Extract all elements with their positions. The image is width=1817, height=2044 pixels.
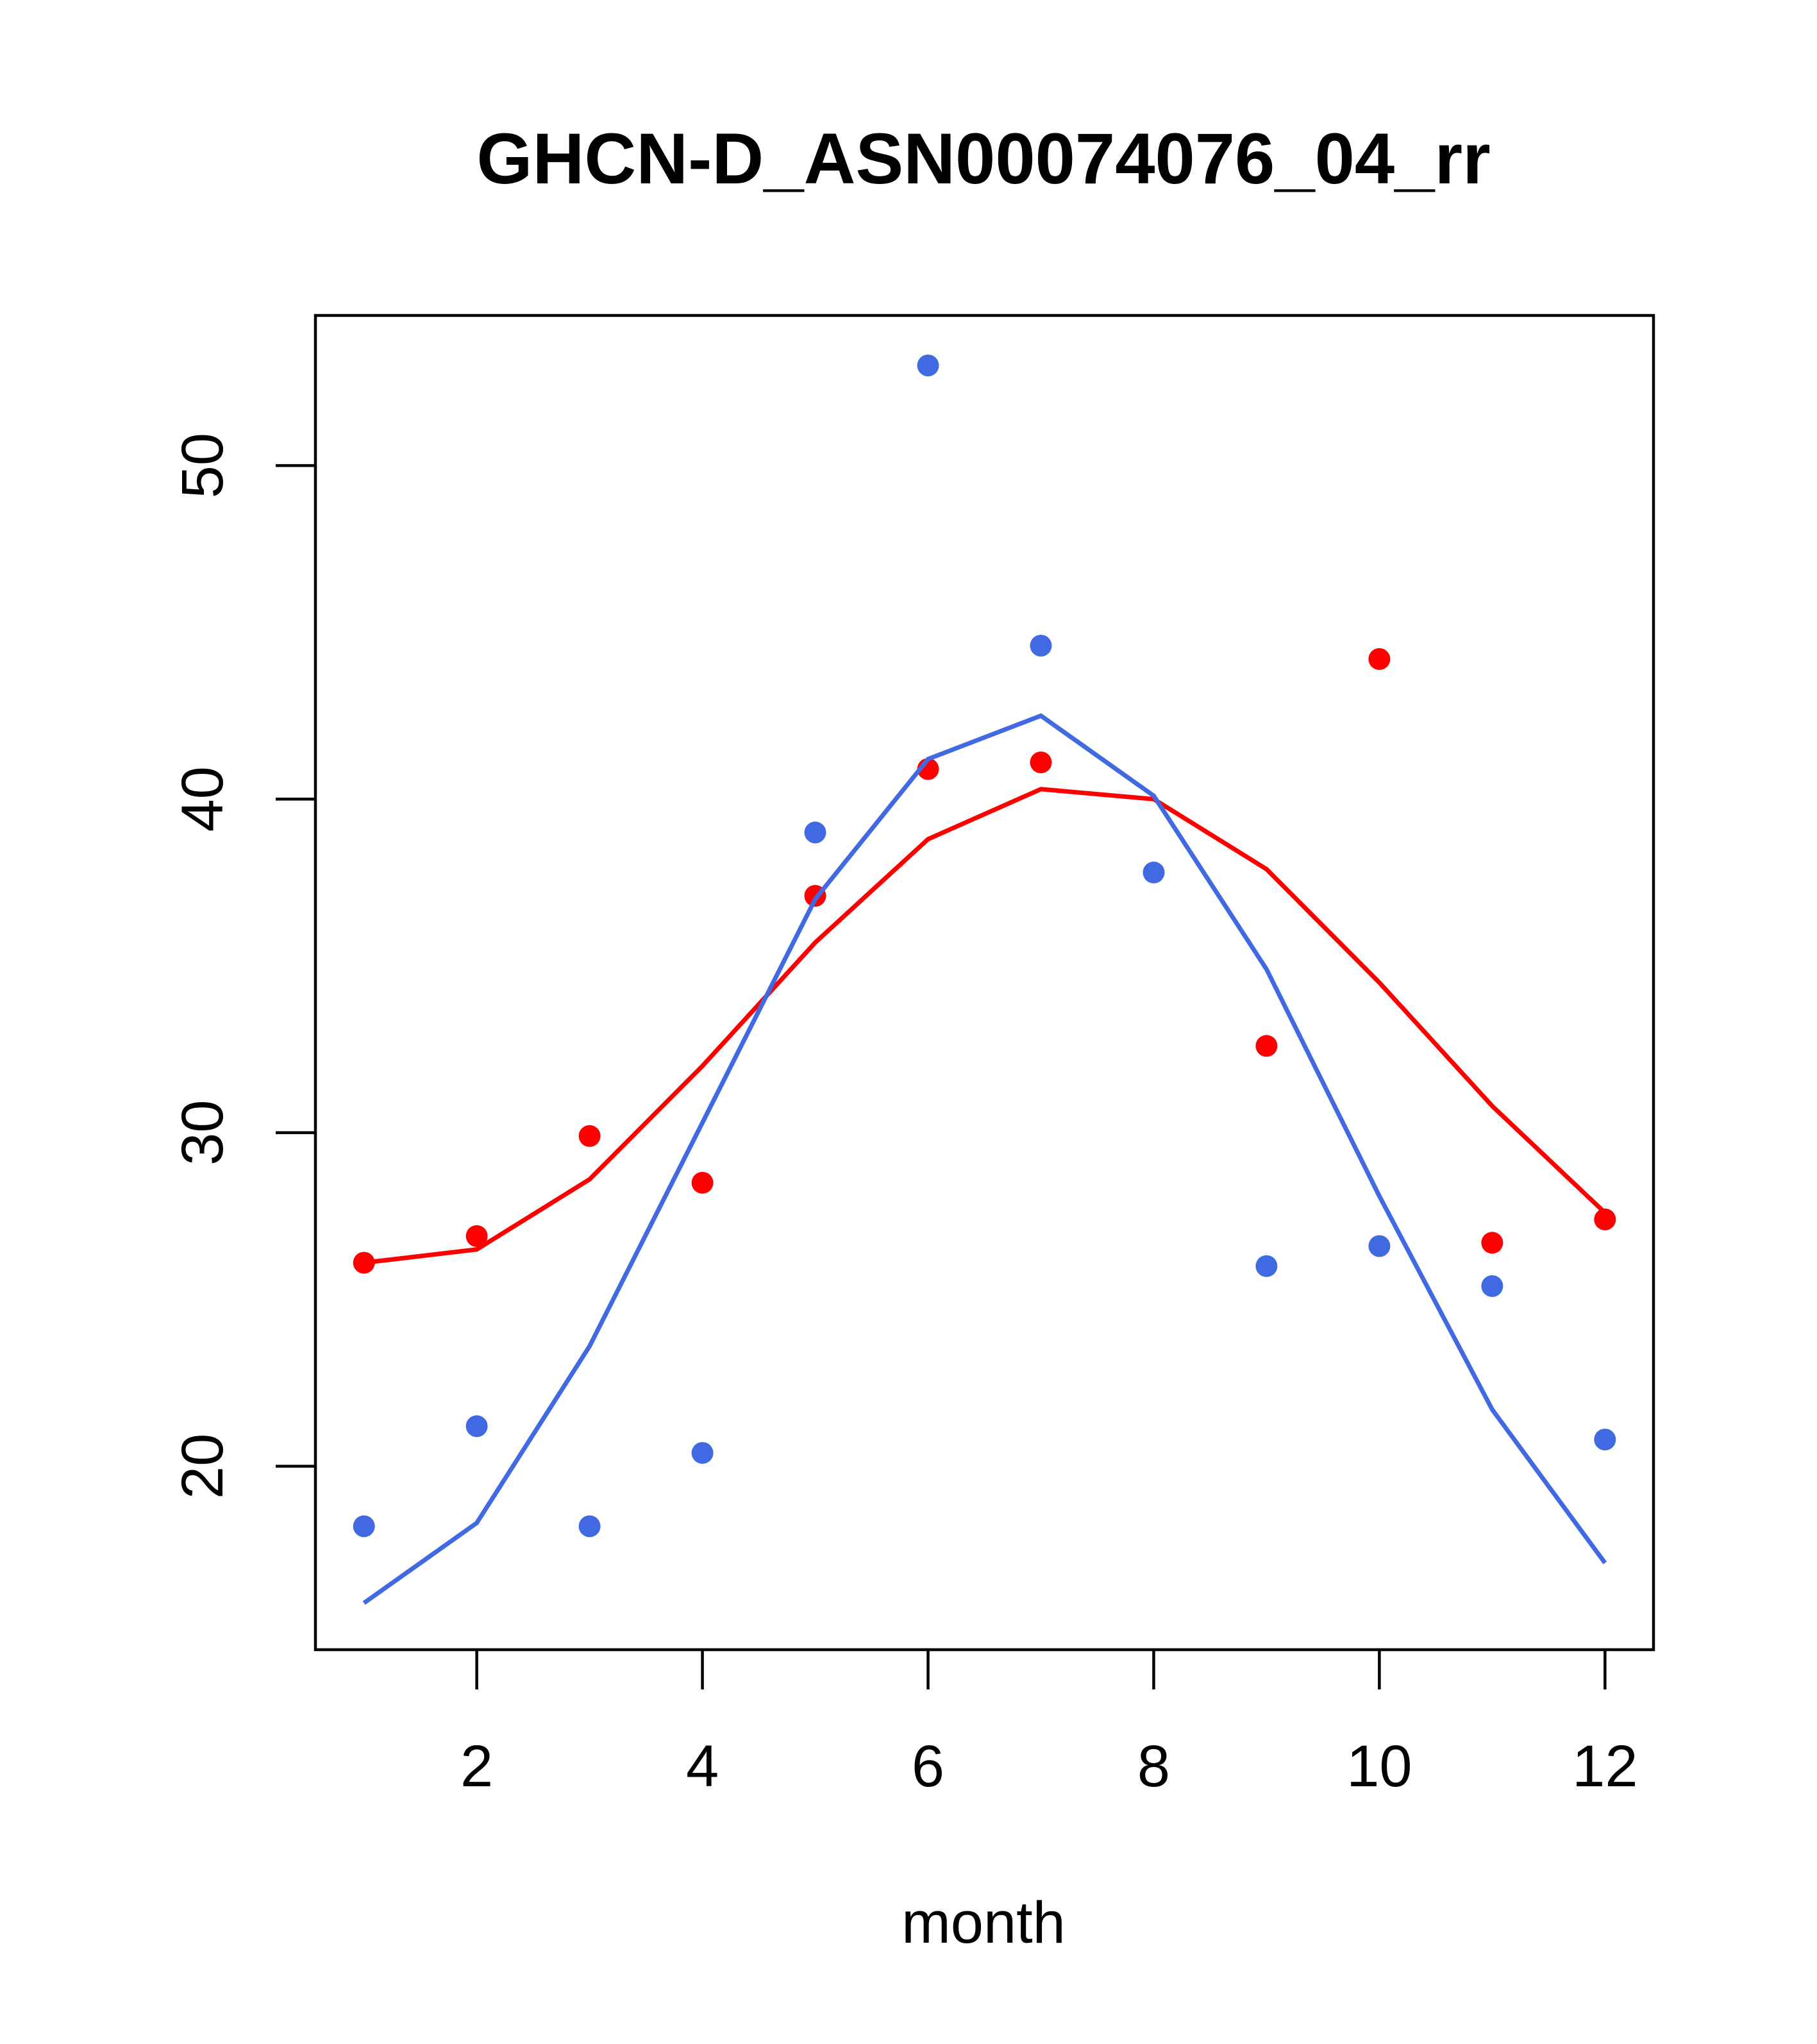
x-tick-label: 8 [1137, 1734, 1170, 1799]
series-2-point [691, 1442, 714, 1464]
plot-frame [314, 314, 1655, 1652]
chart-title: GHCN-D_ASN00074076_04_rr [476, 119, 1490, 199]
plot-marks [353, 355, 1616, 1605]
x-tick-label: 12 [1572, 1734, 1637, 1799]
series-2-point [353, 1515, 375, 1537]
series-1-point [578, 1125, 601, 1147]
series-2-point [1481, 1275, 1503, 1297]
x-axis-title: month [901, 1890, 1066, 1956]
series-2-point [1594, 1428, 1616, 1451]
x-tick-label: 4 [686, 1734, 719, 1799]
series-2-point [804, 821, 826, 844]
series-2-point [465, 1415, 488, 1437]
y-tick-label: 40 [170, 766, 235, 832]
series-2-line [362, 713, 1607, 1605]
series-1-point [1255, 1035, 1278, 1057]
x-tick-label: 2 [460, 1734, 493, 1799]
x-tick-label: 10 [1346, 1734, 1412, 1799]
series-2-point [917, 355, 939, 376]
series-1-point [691, 1171, 714, 1194]
series-1-point [1030, 751, 1052, 774]
series-1-point [353, 1252, 375, 1274]
y-tick-label: 50 [170, 433, 235, 498]
series-2-point [1255, 1255, 1278, 1277]
series-1-line [364, 787, 1607, 1265]
x-tick-label: 6 [912, 1734, 944, 1799]
y-tick-label: 20 [170, 1434, 235, 1499]
series-1-point [1594, 1208, 1616, 1230]
y-axis: 20 30 40 50 [170, 433, 315, 1499]
series-1-point [1368, 648, 1391, 670]
series-1-point [1481, 1232, 1503, 1254]
series-2-point [1030, 635, 1052, 657]
series-2-point [1368, 1235, 1391, 1257]
x-axis: 2 4 6 8 10 12 [460, 1650, 1638, 1799]
series-2-point [578, 1515, 601, 1537]
y-tick-label: 30 [170, 1100, 235, 1165]
series-1-point [465, 1225, 488, 1247]
series-2-point [1143, 861, 1165, 884]
